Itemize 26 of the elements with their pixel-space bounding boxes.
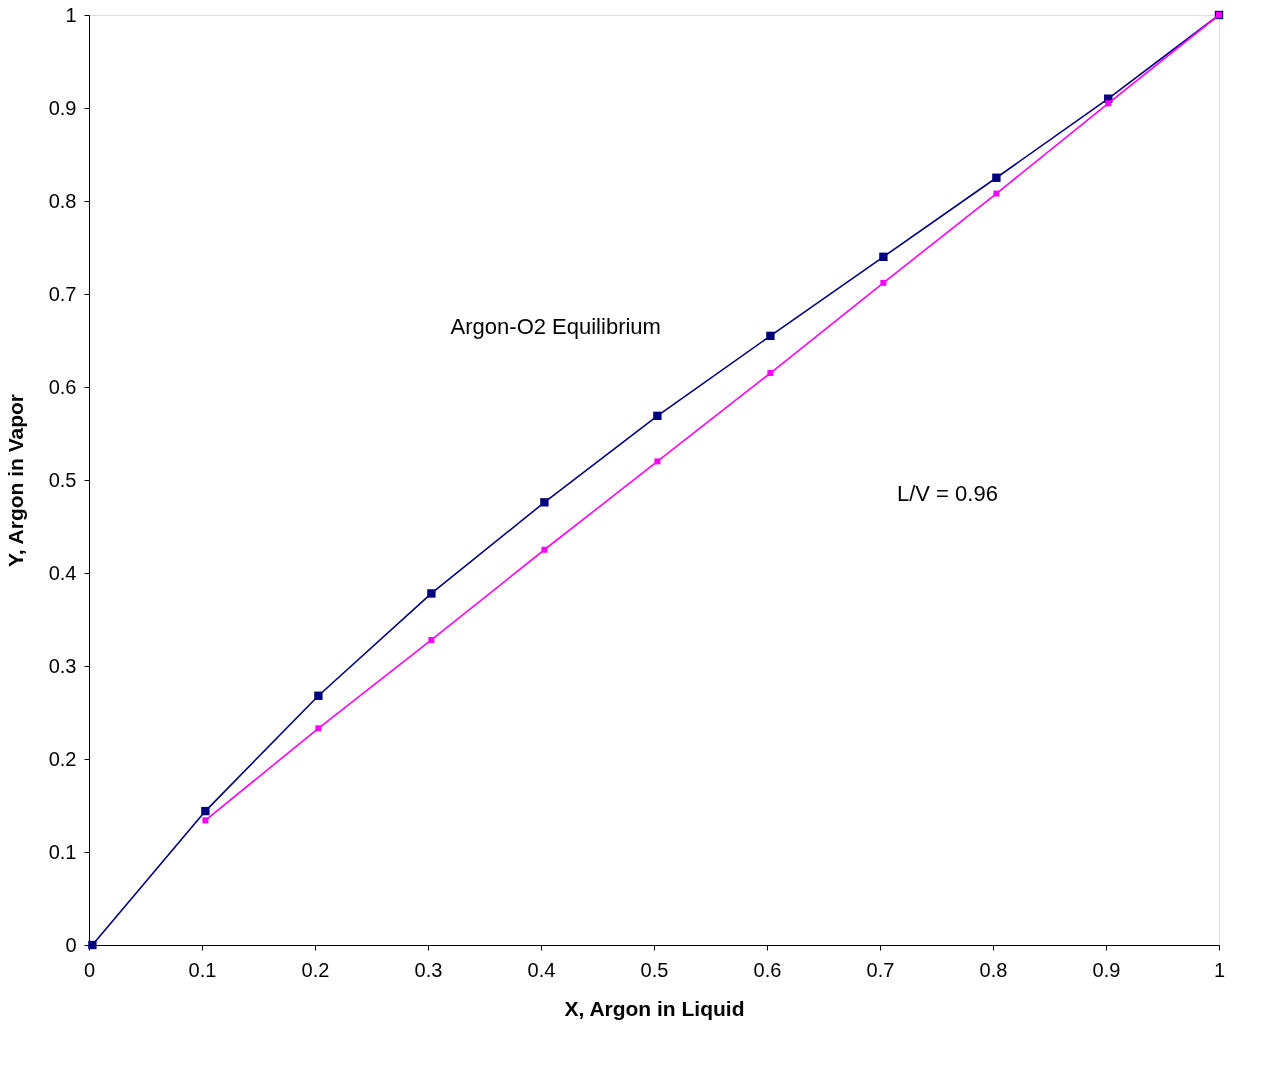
y-tick-label: 0.4 xyxy=(48,561,77,584)
x-tick-label: 0.9 xyxy=(1092,958,1121,981)
y-tick-label: 0.3 xyxy=(48,654,77,677)
x-tick-label: 0.5 xyxy=(640,958,669,981)
y-tick-label: 0.8 xyxy=(48,189,77,212)
y-tick-label: 0.7 xyxy=(48,282,77,305)
x-tick-label: 0.6 xyxy=(753,958,782,981)
y-axis-title: Y, Argon in Vapor xyxy=(3,393,27,568)
y-tick-label: 1 xyxy=(65,3,77,26)
y-tick-label: 0.9 xyxy=(48,96,77,119)
x-tick-label: 1 xyxy=(1213,958,1226,981)
x-axis-title: X, Argon in Liquid xyxy=(564,996,745,1020)
x-tick-label: 0.8 xyxy=(979,958,1008,981)
annotation: L/V = 0.96 xyxy=(896,480,998,506)
y-tick-label: 0.2 xyxy=(48,747,77,770)
annotation: Argon-O2 Equilibrium xyxy=(450,313,661,339)
x-tick-label: 0.3 xyxy=(414,958,443,981)
y-tick-label: 0.6 xyxy=(48,375,77,398)
y-tick-label: 0.5 xyxy=(48,468,77,491)
x-tick-label: 0.1 xyxy=(188,958,217,981)
x-tick-label: 0.2 xyxy=(301,958,330,981)
x-tick-label: 0.7 xyxy=(866,958,895,981)
x-tick-label: 0.4 xyxy=(527,958,556,981)
y-tick-label: 0.1 xyxy=(48,840,77,863)
x-tick-label: 0 xyxy=(83,958,96,981)
y-tick-label: 0 xyxy=(65,933,77,956)
